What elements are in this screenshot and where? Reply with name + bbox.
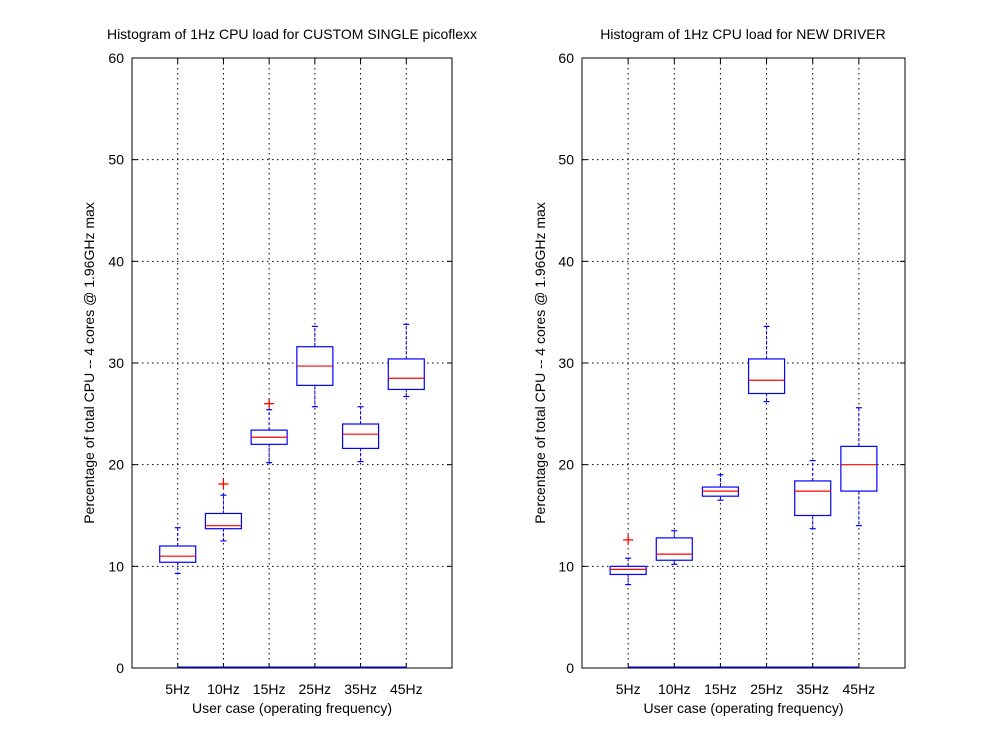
x-tick-label: 25Hz [750, 681, 783, 697]
x-tick-label: 15Hz [704, 681, 737, 697]
x-axis-label: User case (operating frequency) [644, 700, 844, 716]
x-tick-label: 5Hz [616, 681, 641, 697]
y-tick-label: 0 [116, 660, 124, 676]
y-tick-label: 30 [108, 355, 124, 371]
y-tick-label: 50 [558, 152, 574, 168]
iqr-box [794, 480, 832, 517]
iqr-box [204, 512, 243, 530]
x-tick-label: 15Hz [253, 681, 286, 697]
y-tick-label: 60 [108, 50, 124, 66]
box-plot-35Hz [341, 406, 380, 463]
box-plot-25Hz [747, 325, 786, 403]
y-tick-label: 10 [558, 558, 574, 574]
y-tick-label: 0 [566, 660, 574, 676]
y-axis-label: Percentage of total CPU -- 4 cores @ 1.9… [532, 202, 548, 524]
y-tick-label: 10 [108, 558, 124, 574]
box-plot-5Hz [609, 534, 647, 586]
y-tick-label: 20 [558, 457, 574, 473]
x-tick-label: 45Hz [843, 681, 876, 697]
iqr-box [159, 545, 197, 563]
box-plot-35Hz [794, 460, 832, 530]
y-tick-label: 20 [108, 457, 124, 473]
chart-title: Histogram of 1Hz CPU load for CUSTOM SIN… [107, 26, 477, 42]
x-axis-label: User case (operating frequency) [192, 700, 392, 716]
iqr-box [387, 358, 425, 391]
box-plot-5Hz [159, 527, 197, 575]
iqr-box [341, 423, 380, 449]
outlier-marker [264, 398, 275, 409]
box-plot-45Hz [840, 407, 878, 527]
y-axis-label: Percentage of total CPU -- 4 cores @ 1.9… [81, 202, 97, 524]
x-tick-label: 10Hz [207, 681, 240, 697]
right-chart: 0 10 20 30 40 50 60 5Hz 10Hz 15Hz 25Hz 35Hz 45Hz Hist… [532, 26, 906, 716]
box-plot-15Hz [250, 398, 288, 464]
x-tick-label: 45Hz [390, 681, 423, 697]
outlier-marker [623, 534, 634, 545]
iqr-box [840, 445, 878, 492]
box-plot-45Hz [387, 323, 425, 398]
y-tick-label: 50 [108, 152, 124, 168]
x-tick-label: 35Hz [796, 681, 829, 697]
x-tick-label: 25Hz [299, 681, 332, 697]
box-plot-25Hz [296, 325, 334, 408]
box-plot-10Hz [655, 530, 693, 565]
box-plot-15Hz [701, 474, 740, 501]
box-plot-10Hz [204, 478, 243, 542]
outlier-marker [218, 478, 229, 489]
y-tick-label: 40 [558, 253, 574, 269]
iqr-box [747, 358, 786, 395]
left-chart: 0 10 20 30 40 50 60 5Hz 10Hz 15Hz 25Hz 35Hz 45Hz Hist… [81, 26, 477, 716]
x-tick-label: 35Hz [344, 681, 377, 697]
x-tick-label: 5Hz [165, 681, 190, 697]
iqr-box [609, 565, 647, 576]
iqr-box [655, 537, 693, 561]
y-tick-label: 60 [558, 50, 574, 66]
x-tick-label: 10Hz [658, 681, 691, 697]
y-tick-label: 40 [108, 253, 124, 269]
y-tick-label: 30 [558, 355, 574, 371]
chart-title: Histogram of 1Hz CPU load for NEW DRIVER [600, 26, 886, 42]
